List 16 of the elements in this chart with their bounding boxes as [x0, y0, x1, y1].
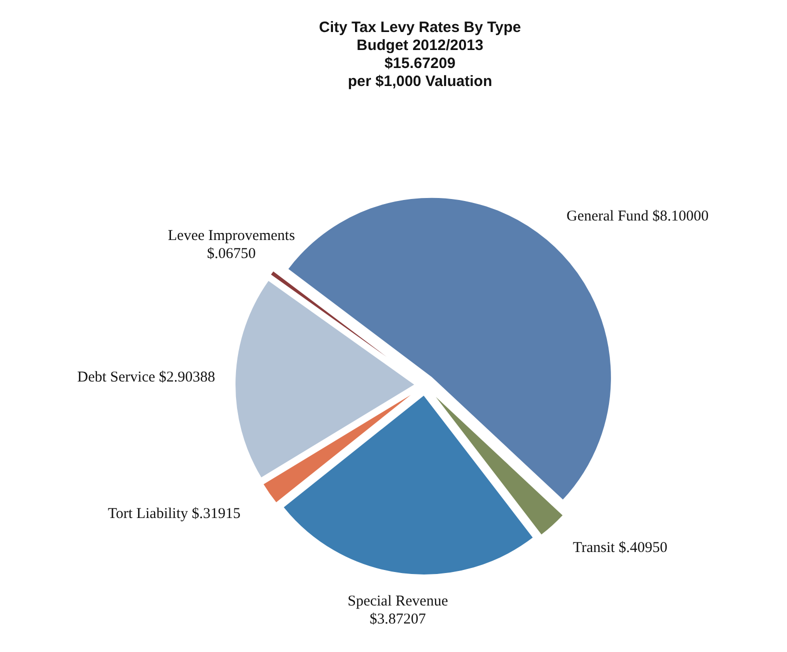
slice-label: Tort Liability [108, 506, 188, 522]
slice-label: Transit [572, 540, 615, 556]
slice-label: Special Revenue [348, 593, 448, 610]
data-label: $.06750 [207, 246, 256, 262]
data-label: $3.87207 [370, 611, 426, 628]
slice-label: General Fund [566, 208, 649, 225]
text: per $1,000 Valuation [348, 73, 492, 90]
text: $15.67209 [384, 55, 456, 72]
slice-label: Debt Service [77, 369, 156, 386]
chart-subtitle: Budget 2012/2013 [356, 37, 484, 54]
data-label: $2.90388 [158, 369, 216, 386]
data-label: $.40950 [618, 540, 668, 556]
data-label: $8.10000 [652, 208, 709, 225]
slice-label: Levee Improvements [168, 228, 296, 244]
chart-title: City Tax Levy Rates By Type [318, 19, 522, 36]
data-label: $.31915 [192, 506, 241, 522]
